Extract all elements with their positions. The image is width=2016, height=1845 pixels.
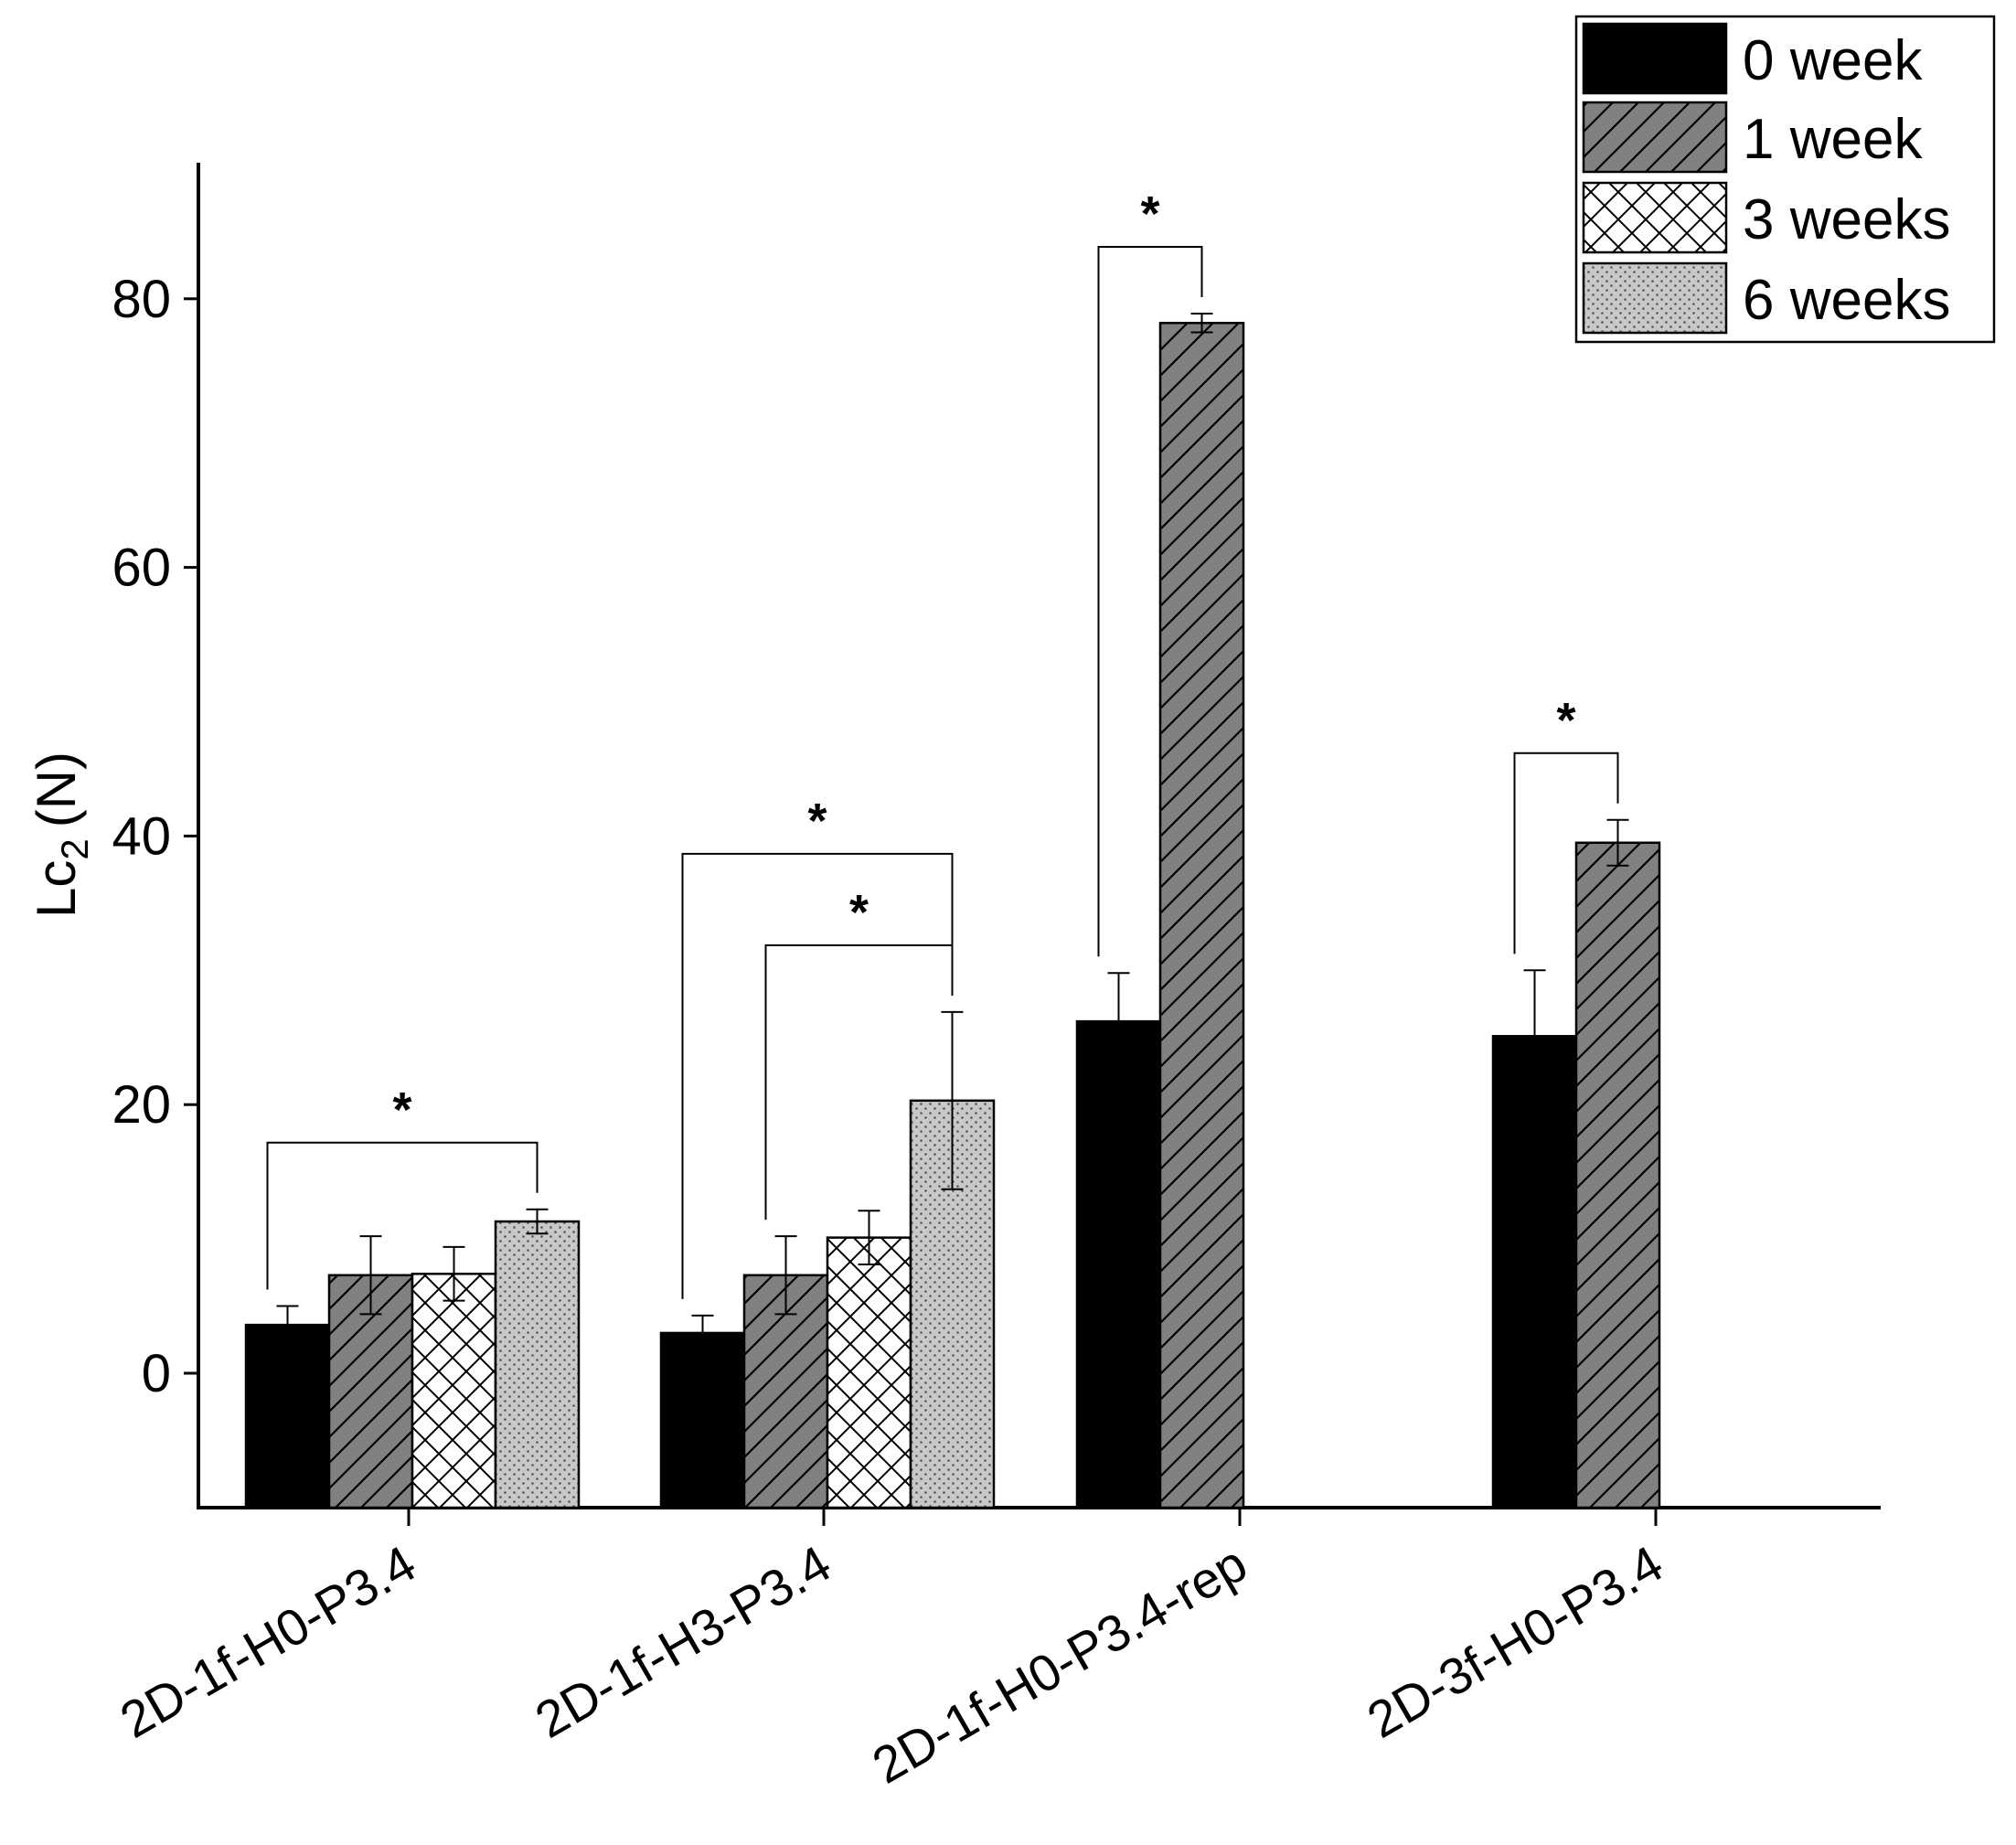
y-axis-title: Lc2 (N) (26, 752, 96, 918)
y-axis-title-main: Lc (26, 860, 87, 918)
significance-bracket: * (681, 794, 954, 1299)
bar (1158, 321, 1245, 1509)
y-tick-label: 20 (112, 1075, 171, 1135)
x-category-label: 2D-1f-H0-P3.4 (111, 1534, 425, 1749)
x-category-label: 2D-3f-H0-P3.4 (1358, 1534, 1672, 1749)
significance-star: * (849, 885, 869, 940)
significance-star: * (1556, 693, 1575, 748)
significance-star: * (392, 1082, 411, 1137)
error-bar (941, 1010, 964, 1190)
error-bar (1523, 969, 1546, 1104)
error-bar (276, 1305, 299, 1345)
significance-bracket: * (1513, 693, 1619, 954)
bar (494, 1220, 581, 1509)
significance-bracket: * (1097, 187, 1203, 957)
significance-bracket: * (764, 885, 954, 1221)
x-categories: 2D-1f-H0-P3.4 2D-1f-H3-P3.4 2D-1f-H0-P3.… (111, 1508, 1672, 1795)
error-bar (526, 1208, 549, 1235)
x-category-label: 2D-1f-H0-P3.4-rep (863, 1534, 1256, 1795)
legend-label-6-weeks: 6 weeks (1743, 269, 1950, 332)
bar (1574, 841, 1661, 1509)
error-bars-group (276, 312, 1629, 1352)
y-tick-label: 0 (142, 1344, 171, 1403)
bar (1491, 1035, 1578, 1509)
x-category-label: 2D-1f-H3-P3.4 (526, 1534, 840, 1749)
legend-swatch-3-weeks (1582, 181, 1728, 254)
bar (1075, 1019, 1162, 1509)
error-bar (774, 1235, 797, 1316)
significance-star: * (1140, 187, 1159, 241)
y-axis-title-unit: (N) (26, 752, 87, 827)
legend-swatch-6-weeks (1582, 261, 1728, 335)
bars-group (244, 321, 1661, 1509)
y-tick-label: 40 (112, 806, 171, 866)
error-bar (1606, 818, 1629, 867)
bar (411, 1273, 497, 1509)
legend: 0 week 1 week 3 weeks 6 weeks (1574, 15, 1996, 344)
y-axis-title-subscript: 2 (53, 838, 96, 859)
error-bar (359, 1235, 382, 1316)
bar (244, 1323, 331, 1509)
legend-label-3-weeks: 3 weeks (1743, 188, 1950, 251)
error-bar (443, 1245, 465, 1302)
y-tick-label: 80 (112, 270, 171, 329)
legend-label-1-week: 1 week (1743, 108, 1923, 171)
error-bar (691, 1314, 714, 1352)
y-ticks: 0 20 40 60 80 (112, 270, 198, 1403)
error-bar (858, 1210, 880, 1266)
error-bar (1190, 312, 1213, 334)
legend-swatch-1-week (1582, 101, 1728, 174)
significance-star: * (807, 794, 827, 848)
significance-bracket: * (266, 1082, 539, 1290)
bar (826, 1236, 912, 1509)
bar (659, 1331, 746, 1509)
y-tick-label: 60 (112, 539, 171, 598)
legend-label-0-week: 0 week (1743, 29, 1923, 92)
legend-swatch-0-week (1582, 22, 1728, 95)
significance-group: * * * * * (266, 187, 1619, 1299)
error-bar (1107, 972, 1130, 1072)
